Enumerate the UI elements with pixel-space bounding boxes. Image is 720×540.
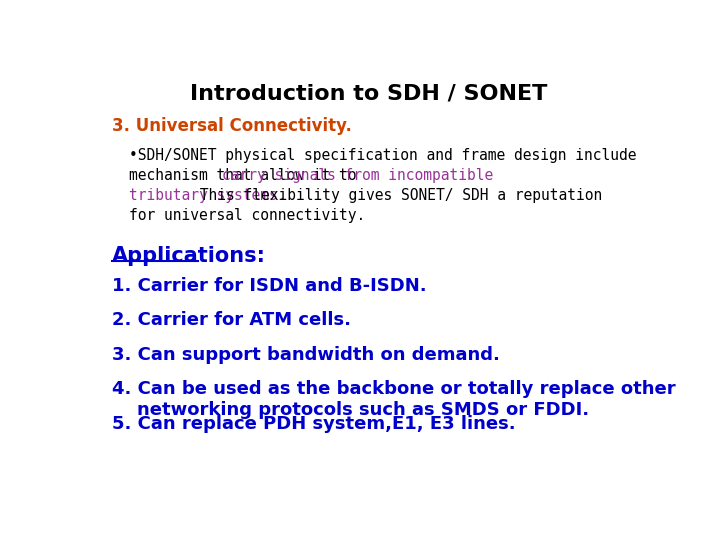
Text: tributary systems.: tributary systems. — [129, 188, 287, 203]
Text: 5. Can replace PDH system,E1, E3 lines.: 5. Can replace PDH system,E1, E3 lines. — [112, 415, 516, 433]
Text: •SDH/SONET physical specification and frame design include: •SDH/SONET physical specification and fr… — [129, 148, 636, 163]
Text: carry signals from incompatible: carry signals from incompatible — [222, 168, 493, 183]
Text: mechanism that allow it to: mechanism that allow it to — [129, 168, 365, 183]
Text: 4. Can be used as the backbone or totally replace other
    networking protocols: 4. Can be used as the backbone or totall… — [112, 380, 676, 419]
Text: Applications:: Applications: — [112, 246, 266, 266]
Text: 2. Carrier for ATM cells.: 2. Carrier for ATM cells. — [112, 312, 351, 329]
Text: This flexibility gives SONET/ SDH a reputation: This flexibility gives SONET/ SDH a repu… — [191, 188, 602, 203]
Text: 3. Can support bandwidth on demand.: 3. Can support bandwidth on demand. — [112, 346, 500, 364]
Text: for universal connectivity.: for universal connectivity. — [129, 208, 365, 223]
Text: 3. Universal Connectivity.: 3. Universal Connectivity. — [112, 117, 352, 135]
Text: 1. Carrier for ISDN and B-ISDN.: 1. Carrier for ISDN and B-ISDN. — [112, 277, 427, 295]
Text: Introduction to SDH / SONET: Introduction to SDH / SONET — [190, 84, 548, 104]
